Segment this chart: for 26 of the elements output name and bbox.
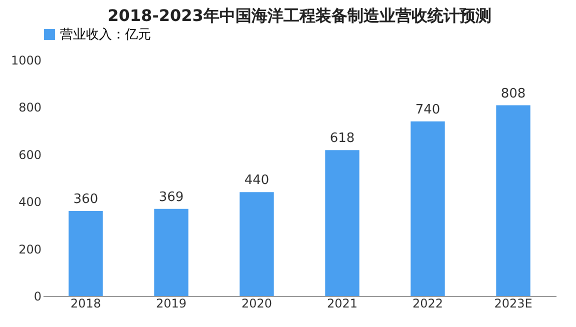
data-label: 369 xyxy=(158,190,184,205)
y-tick-label: 1000 xyxy=(10,54,42,68)
chart-title: 2018-2023年中国海洋工程装备制造业营收统计预测 xyxy=(108,6,492,25)
data-label: 618 xyxy=(330,131,355,146)
data-label: 360 xyxy=(73,192,98,208)
y-tick-label: 800 xyxy=(18,100,42,115)
data-label: 808 xyxy=(500,86,526,102)
x-tick-label: 2021 xyxy=(326,296,358,310)
bar xyxy=(68,211,103,296)
bar xyxy=(154,208,188,296)
y-tick-label: 400 xyxy=(18,195,42,210)
bar xyxy=(325,150,360,296)
data-label: 740 xyxy=(415,102,440,118)
y-tick-label: 600 xyxy=(18,148,42,162)
x-tick-label: 2022 xyxy=(412,296,444,310)
legend-label: 营业收入：亿元 xyxy=(60,28,151,42)
bar xyxy=(240,192,274,296)
y-tick-label: 200 xyxy=(18,242,42,256)
x-tick-label: 2020 xyxy=(241,296,272,310)
y-tick-label: 0 xyxy=(34,290,42,304)
bar xyxy=(496,105,530,296)
bar xyxy=(410,121,445,296)
x-tick-label: 2023E xyxy=(494,296,532,310)
data-label: 440 xyxy=(244,173,270,188)
x-tick-label: 2019 xyxy=(156,296,187,310)
x-tick-label: 2018 xyxy=(70,296,102,310)
